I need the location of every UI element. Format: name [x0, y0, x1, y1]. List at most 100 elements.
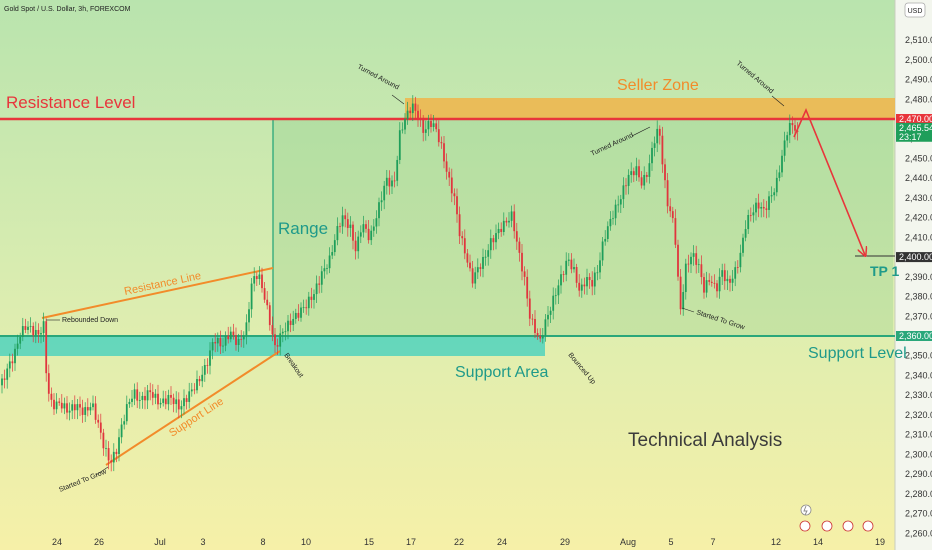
- candle-body: [768, 196, 770, 210]
- currency-button[interactable]: [904, 2, 926, 18]
- candle-body: [55, 401, 58, 410]
- candle-body: [42, 321, 45, 334]
- y-tick-label: 2,260.00: [905, 528, 932, 538]
- candle-body: [554, 295, 557, 297]
- candle-body: [492, 238, 495, 243]
- candle-body: [27, 326, 29, 330]
- candle-body: [684, 263, 687, 293]
- lightning-event-icon[interactable]: [800, 504, 812, 516]
- chart-background: [0, 0, 895, 550]
- candle-body: [523, 271, 526, 277]
- candle-body: [469, 262, 471, 269]
- candle-body: [362, 224, 365, 233]
- candle-body: [144, 395, 146, 401]
- candle-body: [796, 130, 799, 132]
- candle-body: [53, 399, 55, 410]
- support-area-box: [0, 336, 545, 356]
- candle-body: [588, 277, 591, 281]
- candle-body: [474, 272, 477, 284]
- candle-body: [315, 283, 318, 295]
- y-tick-label: 2,490.00: [905, 75, 932, 85]
- candle-body: [726, 278, 729, 282]
- candle-body: [79, 404, 81, 408]
- candle-body: [206, 364, 209, 366]
- us-flag-event-icon-1[interactable]: [799, 520, 811, 532]
- candle-body: [612, 218, 614, 220]
- candle-body: [177, 399, 180, 410]
- started-to-grow-pointer-2: [681, 307, 695, 313]
- candle-body: [380, 200, 383, 203]
- candle-body: [81, 407, 84, 415]
- candle-body: [599, 260, 601, 273]
- candle-body: [245, 322, 248, 336]
- price-tag: [896, 331, 932, 341]
- candle-body: [328, 255, 331, 269]
- candle-body: [606, 226, 609, 239]
- candle-body: [682, 292, 685, 310]
- technical-analysis-label: Technical Analysis: [628, 430, 782, 451]
- candle-body: [731, 278, 734, 283]
- candle-body: [749, 214, 752, 216]
- economic-events-row[interactable]: [799, 504, 874, 532]
- candle-body: [794, 125, 796, 131]
- support-trend-line[interactable]: [105, 350, 281, 466]
- y-tick-label: 2,390.00: [905, 272, 932, 282]
- candle-body: [674, 218, 677, 245]
- x-tick-label: 19: [875, 537, 885, 547]
- candle-body: [63, 403, 66, 409]
- y-tick-label: 2,380.00: [905, 292, 932, 302]
- candle-body: [29, 325, 32, 327]
- candle-body: [154, 393, 157, 398]
- candle-body: [723, 270, 726, 282]
- candle-body: [370, 230, 373, 241]
- candle-body: [453, 193, 456, 197]
- candle-body: [705, 280, 708, 293]
- candle-body: [99, 422, 102, 433]
- candle-body: [198, 379, 201, 382]
- candle-body: [216, 337, 219, 344]
- candle-body: [580, 284, 583, 291]
- price-tag: [896, 122, 932, 133]
- candle-body: [141, 395, 144, 401]
- us-flag-event-icon-4[interactable]: [862, 520, 874, 532]
- candle-body: [284, 331, 287, 333]
- candle-body: [92, 403, 94, 408]
- candle-body: [510, 211, 513, 221]
- candle-body: [445, 161, 448, 172]
- candle-body: [196, 379, 198, 391]
- candle-body: [76, 404, 79, 411]
- candle-body: [125, 404, 128, 422]
- candle-body: [24, 326, 27, 330]
- tp1-label: TP 1: [870, 263, 900, 279]
- candle-body: [263, 288, 266, 300]
- us-flag-event-icon-3[interactable]: [842, 520, 854, 532]
- x-tick-label: 8: [260, 537, 265, 547]
- candle-body: [575, 267, 578, 283]
- candle-body: [788, 122, 791, 136]
- candle-body: [664, 164, 666, 181]
- candle-body: [133, 389, 136, 399]
- candle-body: [536, 332, 539, 337]
- candle-body: [526, 276, 529, 299]
- x-tick-label: Jul: [154, 537, 166, 547]
- resistance-trend-line[interactable]: [41, 267, 274, 319]
- candle-body: [318, 283, 321, 285]
- candle-body: [250, 283, 253, 310]
- candle-body: [214, 342, 217, 344]
- y-tick-label: 2,310.00: [905, 430, 932, 440]
- us-flag-event-icon-2[interactable]: [821, 520, 833, 532]
- candle-body: [651, 147, 653, 164]
- x-tick-label: 10: [301, 537, 311, 547]
- candle-body: [47, 373, 50, 394]
- candle-body: [450, 177, 453, 194]
- seller-zone-box: [405, 98, 895, 119]
- candle-body: [313, 294, 315, 300]
- candle-body: [391, 180, 393, 187]
- y-tick-label: 2,410.00: [905, 232, 932, 242]
- candle-body: [466, 253, 469, 263]
- candle-body: [505, 220, 508, 223]
- candle-body: [307, 296, 310, 309]
- candle-body: [640, 177, 643, 186]
- candle-body: [700, 264, 703, 278]
